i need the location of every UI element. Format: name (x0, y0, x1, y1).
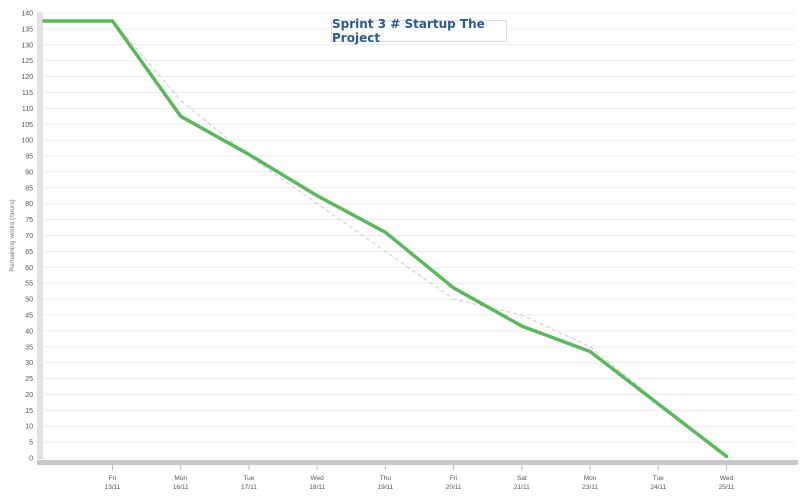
y-tick-label: 0 (29, 456, 33, 463)
y-axis-label: Remaining works (hours) (9, 199, 16, 271)
y-tick-label: 70 (25, 233, 33, 240)
y-axis-band (37, 12, 43, 459)
x-tick-label-day: Thu (380, 475, 392, 482)
x-tick-label-day: Mon (584, 475, 597, 482)
y-tick-label: 10 (25, 424, 33, 431)
x-tick-label-day: Mon (174, 475, 187, 482)
y-tick-label: 25 (25, 376, 33, 383)
y-tick-label: 75 (25, 217, 33, 224)
y-tick-label: 130 (21, 42, 33, 49)
series-line-actual (42, 19, 729, 459)
y-tick-label: 115 (22, 90, 33, 97)
x-tick-label-day: Sat (517, 475, 527, 482)
x-tick-label-date: 24/11 (650, 484, 666, 491)
y-tick-label: 60 (25, 265, 33, 272)
x-tick-label-date: 17/11 (241, 484, 257, 491)
chart-title-box: Sprint 3 # Startup The Project (331, 17, 507, 45)
x-tick-label-date: 19/11 (377, 484, 393, 491)
y-tick-label: 95 (25, 154, 33, 161)
series-line-ideal (112, 20, 727, 457)
y-tick-label: 30 (25, 360, 33, 367)
y-tick-label: 125 (21, 58, 33, 65)
y-tick-label: 55 (25, 281, 33, 288)
x-tick-label-date: 25/11 (719, 484, 735, 491)
x-tick-label-day: Wed (720, 475, 734, 482)
x-tick-label-day: Wed (311, 475, 325, 482)
y-tick-label: 50 (25, 297, 33, 304)
chart-title: Sprint 3 # Startup The Project (332, 17, 485, 45)
y-tick-label: 90 (25, 169, 33, 176)
y-tick-label: 80 (25, 201, 33, 208)
y-tick-label: 5 (29, 440, 33, 447)
y-tick-label: 110 (22, 106, 33, 113)
x-axis-band (37, 460, 798, 465)
y-tick-label: 15 (25, 408, 33, 415)
x-tick-label-date: 18/11 (309, 484, 325, 491)
y-tick-label: 45 (25, 312, 33, 319)
x-tick-label-day: Tue (243, 475, 254, 482)
y-tick-label: 85 (25, 185, 33, 192)
y-tick-label: 35 (25, 344, 33, 351)
x-tick-label-date: 21/11 (514, 484, 530, 491)
y-tick-label: 65 (25, 249, 33, 256)
x-tick-label-date: 23/11 (582, 484, 598, 491)
y-tick-label: 140 (21, 11, 33, 18)
x-tick-label-day: Fri (109, 475, 117, 482)
y-tick-label: 100 (21, 138, 33, 145)
y-tick-label: 40 (25, 328, 33, 335)
x-tick-label-day: Tue (653, 475, 664, 482)
y-tick-label: 20 (25, 392, 33, 399)
x-tick-label-date: 16/11 (173, 484, 189, 491)
x-tick-label-date: 13/11 (105, 484, 121, 491)
y-tick-label: 120 (21, 74, 33, 81)
x-tick-label-day: Fri (450, 475, 458, 482)
y-tick-label: 105 (21, 122, 33, 129)
y-tick-label: 135 (21, 26, 33, 33)
x-tick-label-date: 20/11 (446, 484, 462, 491)
